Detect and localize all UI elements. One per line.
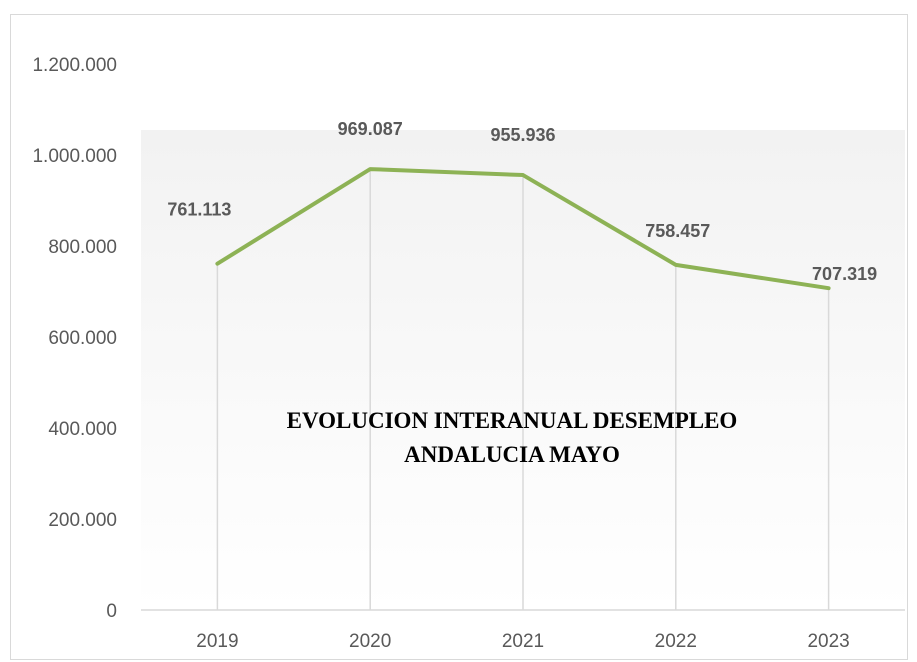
y-tick-label: 0 (106, 601, 117, 622)
x-tick-label: 2019 (196, 631, 238, 652)
chart-title-line-2: ANDALUCIA MAYO (404, 442, 620, 467)
x-tick-label: 2022 (655, 631, 697, 652)
chart-title-line-1: EVOLUCION INTERANUAL DESEMPLEO (287, 408, 738, 433)
drop-lines (216, 169, 830, 610)
data-label: 758.457 (645, 221, 710, 241)
x-axis: 2019 2020 2021 2022 2023 (196, 631, 849, 652)
y-tick-label: 200.000 (48, 510, 117, 531)
y-tick-label: 1.200.000 (32, 55, 117, 76)
series-line (215, 167, 831, 291)
data-label: 969.087 (338, 119, 403, 139)
x-tick-label: 2021 (502, 631, 544, 652)
data-label: 955.936 (490, 125, 555, 145)
y-tick-label: 1.000.000 (32, 146, 117, 167)
data-label: 761.113 (167, 200, 231, 220)
y-tick-label: 800.000 (48, 237, 117, 258)
y-axis: 0 200.000 400.000 600.000 800.000 1.000.000 1.… (32, 55, 117, 622)
y-tick-label: 600.000 (48, 328, 117, 349)
chart-frame (10, 14, 908, 660)
data-labels: 761.113 969.087 955.936 758.457 707.319 (167, 119, 877, 284)
y-tick-label: 400.000 (48, 419, 117, 440)
data-label: 707.319 (812, 264, 877, 284)
x-tick-label: 2020 (349, 631, 391, 652)
x-tick-label: 2023 (807, 631, 849, 652)
